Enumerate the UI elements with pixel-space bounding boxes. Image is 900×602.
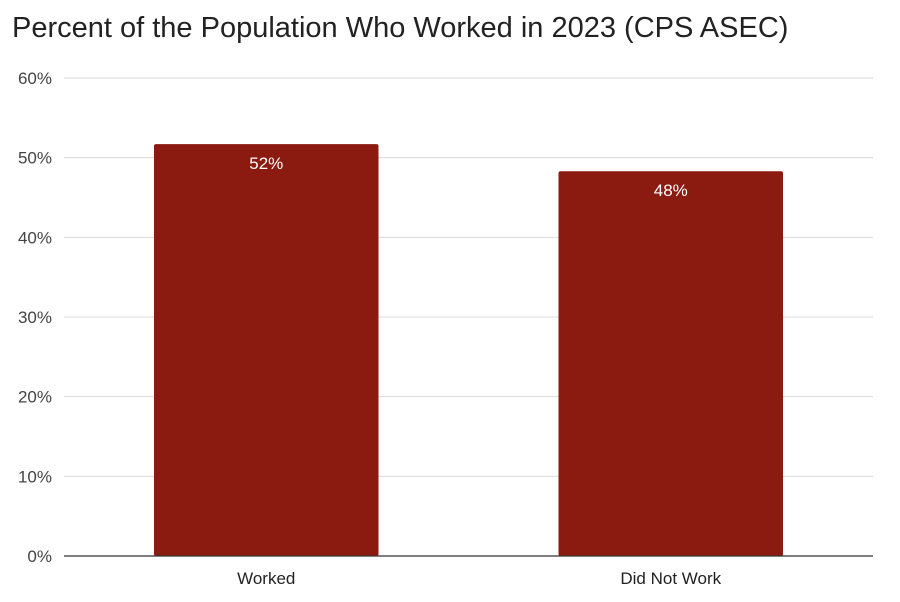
y-tick-label: 20% [18,388,52,407]
y-axis-ticks: 0% 10% 20% 30% 40% 50% 60% [18,69,52,566]
x-axis-ticks: Worked Did Not Work [237,569,722,588]
bars [154,144,783,556]
bar-worked [154,144,379,556]
x-tick-label: Worked [237,569,295,588]
chart-title: Percent of the Population Who Worked in … [12,12,789,44]
y-tick-label: 50% [18,149,52,168]
x-tick-label: Did Not Work [620,569,721,588]
y-tick-label: 10% [18,467,52,486]
y-tick-label: 40% [18,228,52,247]
y-tick-label: 30% [18,308,52,327]
data-label: 48% [654,181,688,200]
y-tick-label: 60% [18,69,52,88]
data-label: 52% [249,154,283,173]
data-labels: 52% 48% [249,154,688,200]
bar-did-not-work [558,171,783,556]
y-tick-label: 0% [27,547,52,566]
